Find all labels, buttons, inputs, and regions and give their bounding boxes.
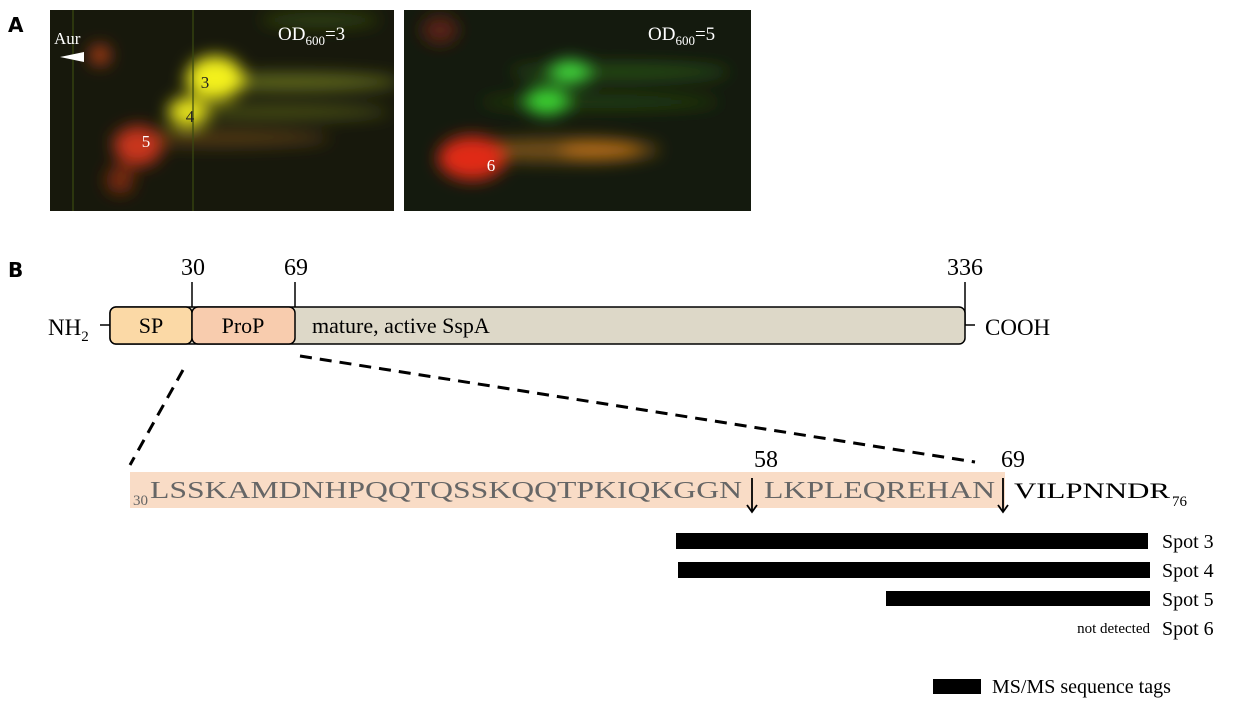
sequence-tail: VILPNNDR xyxy=(1014,478,1170,503)
domain-label: SP xyxy=(139,313,163,338)
spot-row-label: Spot 5 xyxy=(1162,589,1214,611)
position-label: 69 xyxy=(284,255,308,281)
figure: A B Aur OD60 xyxy=(0,0,1241,702)
spot-label: 4 xyxy=(186,107,195,126)
spot-label: 3 xyxy=(201,73,210,92)
od-sub: 600 xyxy=(675,33,695,48)
spot-label: 6 xyxy=(487,156,496,175)
od: OD xyxy=(648,24,675,45)
sequence-start: 30 xyxy=(133,493,148,509)
nh: NH xyxy=(48,315,81,340)
sequence: LKPLEQREHAN xyxy=(764,478,995,504)
nh-sub: 2 xyxy=(81,329,89,345)
gel-image xyxy=(50,10,400,211)
position-label: 336 xyxy=(947,255,983,281)
cleavage-label: 58 xyxy=(754,447,778,473)
spot-label: 5 xyxy=(142,132,151,151)
sequence-tag xyxy=(678,562,1150,578)
spot-row-label: Spot 6 xyxy=(1162,618,1214,640)
spot-row-label: Spot 4 xyxy=(1162,560,1214,582)
domain-label: ProP xyxy=(222,313,265,338)
od-sub: 600 xyxy=(305,33,325,48)
marker-label: Aur xyxy=(54,29,81,48)
legend-swatch xyxy=(933,679,981,694)
spot-note: not detected xyxy=(1077,621,1150,637)
od: OD xyxy=(278,24,305,45)
cleavage-label: 69 xyxy=(1001,447,1025,473)
sequence-tag xyxy=(676,533,1148,549)
n-terminus: NH2 xyxy=(48,315,89,345)
sequence-end: 76 xyxy=(1172,494,1188,510)
zoom-lines xyxy=(130,356,975,465)
spot-row-label: Spot 3 xyxy=(1162,531,1214,553)
od-val: =5 xyxy=(695,24,715,45)
sequence: LSSKAMDNHPQQTQSSKQQTPKIQKGGN xyxy=(150,478,742,504)
panel-label: B xyxy=(8,258,23,282)
sequence-tag xyxy=(886,591,1150,606)
od-val: =3 xyxy=(325,24,345,45)
domain-label: mature, active SspA xyxy=(312,313,490,338)
panel-label: A xyxy=(8,13,24,37)
position-label: 30 xyxy=(181,255,205,281)
legend-label: MS/MS sequence tags xyxy=(992,676,1171,698)
c-terminus: COOH xyxy=(985,315,1050,340)
